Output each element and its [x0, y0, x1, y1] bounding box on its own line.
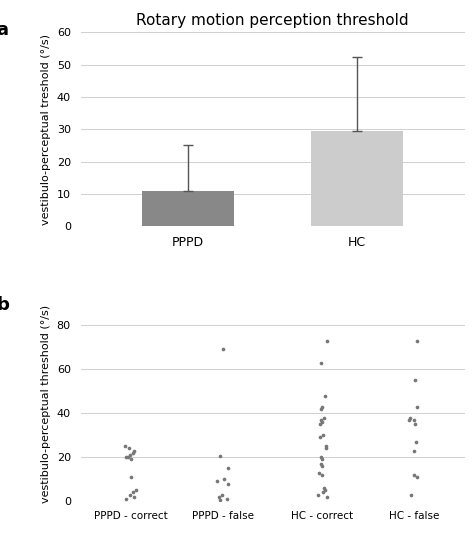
Point	[410, 446, 418, 455]
Point	[224, 495, 231, 503]
Point	[314, 490, 322, 499]
Point	[320, 483, 328, 492]
Point	[127, 473, 135, 481]
Point	[127, 451, 134, 459]
Point	[129, 488, 137, 497]
Title: Rotary motion perception threshold: Rotary motion perception threshold	[136, 13, 409, 29]
Point	[224, 479, 231, 488]
Point	[216, 493, 223, 501]
Point	[406, 413, 414, 422]
Point	[317, 433, 324, 442]
Point	[216, 452, 223, 460]
Point	[410, 471, 418, 479]
Point	[323, 493, 331, 501]
Point	[129, 448, 137, 457]
Point	[321, 391, 329, 400]
Point	[407, 490, 415, 499]
Point	[414, 473, 421, 481]
Point	[132, 486, 140, 495]
Point	[317, 460, 325, 468]
Bar	[311, 131, 403, 226]
Point	[213, 477, 221, 486]
Point	[320, 413, 328, 422]
Point	[413, 336, 420, 345]
Point	[319, 488, 327, 497]
Point	[411, 420, 419, 429]
Point	[130, 446, 138, 455]
Y-axis label: vestibulo-perceptual treshold (°/s): vestibulo-perceptual treshold (°/s)	[41, 34, 51, 225]
Point	[413, 402, 421, 411]
Y-axis label: vestibulo-perceptual threshold (°/s): vestibulo-perceptual threshold (°/s)	[41, 305, 51, 503]
Point	[410, 416, 418, 424]
Text: a: a	[0, 20, 8, 39]
Point	[323, 444, 330, 453]
Point	[319, 455, 326, 464]
Point	[124, 453, 132, 461]
Point	[126, 490, 134, 499]
Point	[317, 416, 325, 424]
Text: b: b	[0, 296, 9, 314]
Point	[319, 471, 326, 479]
Point	[318, 358, 325, 367]
Point	[405, 416, 413, 424]
Point	[317, 453, 325, 461]
Point	[122, 495, 129, 503]
Point	[319, 462, 326, 471]
Point	[412, 438, 420, 446]
Point	[217, 496, 224, 505]
Point	[317, 404, 325, 413]
Point	[122, 453, 129, 461]
Point	[219, 345, 227, 354]
Point	[315, 468, 323, 477]
Point	[122, 442, 129, 451]
Point	[322, 442, 329, 451]
Point	[316, 420, 324, 429]
Point	[127, 455, 134, 464]
Point	[318, 418, 326, 426]
Point	[323, 336, 331, 345]
Point	[318, 402, 326, 411]
Point	[411, 376, 419, 384]
Point	[319, 431, 327, 439]
Point	[321, 486, 329, 495]
Point	[219, 490, 226, 499]
Point	[125, 444, 133, 453]
Point	[220, 475, 228, 483]
Point	[224, 464, 232, 473]
Bar	[142, 191, 234, 226]
Point	[130, 493, 137, 501]
